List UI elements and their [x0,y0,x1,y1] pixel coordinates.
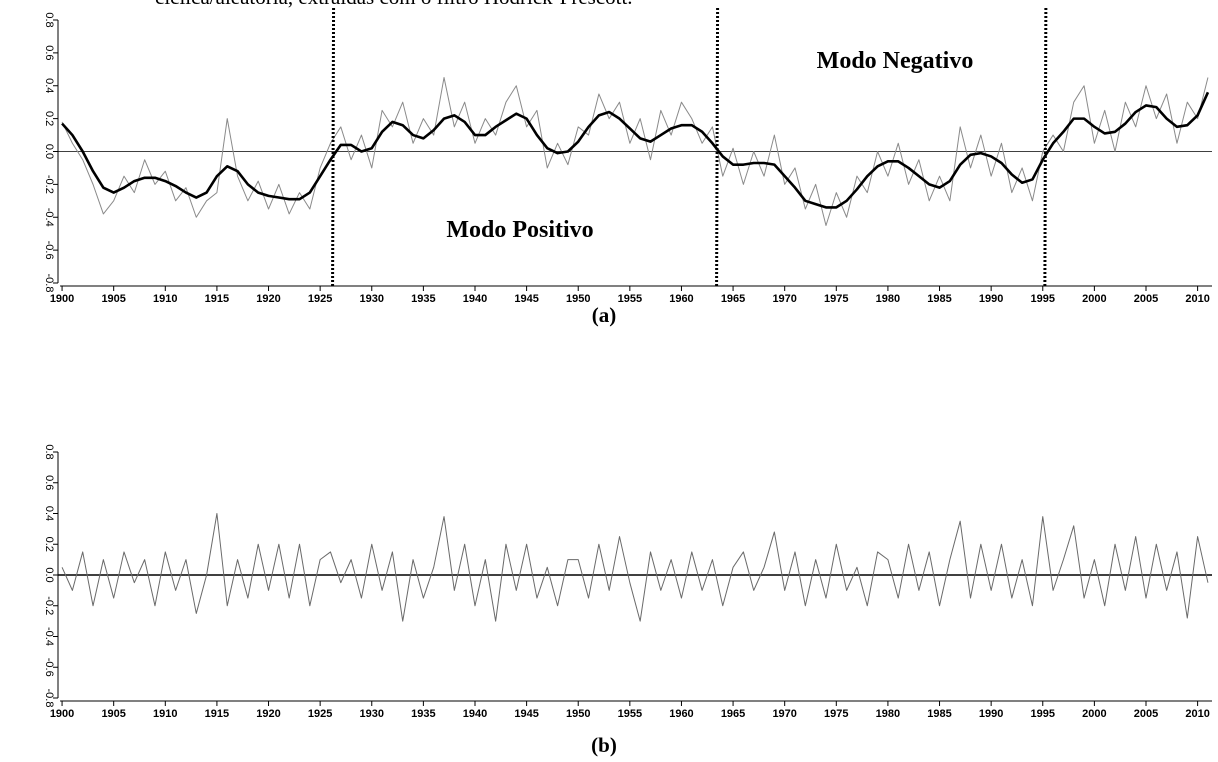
x-tick-label: 2000 [1082,708,1106,720]
x-tick-label: 1950 [566,293,590,305]
y-tick-label: -0.2 [43,596,55,615]
x-tick-label: 1960 [669,708,693,720]
y-tick-label: -0.2 [43,175,55,194]
x-tick-label: 1975 [824,708,848,720]
x-tick-label: 1925 [308,708,332,720]
x-tick-label: 1920 [256,708,280,720]
x-tick-label: 1905 [101,293,125,305]
panel-label: (a) [592,303,617,327]
x-tick-label: 1910 [153,293,177,305]
x-tick-label: 1985 [927,293,951,305]
x-tick-label: 1905 [101,708,125,720]
y-tick-label: 0.4 [43,506,55,521]
x-tick-label: 2010 [1185,293,1209,305]
y-tick-label: 0.2 [43,111,55,126]
y-tick-label: -0.6 [43,658,55,677]
x-tick-label: 1995 [1031,293,1055,305]
y-tick-label: -0.4 [43,627,55,646]
x-tick-label: 1975 [824,293,848,305]
x-tick-label: 2005 [1134,293,1158,305]
x-tick-label: 2005 [1134,708,1158,720]
y-tick-label: 0.4 [43,78,55,93]
x-tick-label: 1965 [721,708,745,720]
x-tick-label: 1935 [411,293,435,305]
y-tick-label: -0.8 [43,274,55,293]
x-tick-label: 1970 [772,708,796,720]
y-tick-label: 0.6 [43,475,55,490]
caption: cíclica/aleatória, extraídas com o filtr… [155,0,633,9]
x-tick-label: 1930 [360,293,384,305]
x-tick-label: 1980 [876,708,900,720]
y-tick-label: 0.8 [43,444,55,459]
x-tick-label: 1990 [979,293,1003,305]
x-tick-label: 1925 [308,293,332,305]
data-line [61,513,1209,622]
x-tick-label: 1935 [411,708,435,720]
y-tick-label: 0.0 [43,567,55,582]
x-tick-label: 1920 [256,293,280,305]
y-tick-label: 0.2 [43,537,55,552]
x-tick-label: 1970 [772,293,796,305]
x-tick-label: 1900 [50,708,74,720]
x-tick-label: 1940 [463,293,487,305]
y-tick-label: -0.8 [43,689,55,708]
x-tick-label: 1915 [205,293,229,305]
x-tick-label: 1950 [566,708,590,720]
x-tick-label: 1915 [205,708,229,720]
x-tick-label: 1985 [927,708,951,720]
x-tick-label: 1940 [463,708,487,720]
y-tick-label: 0.6 [43,45,55,60]
x-tick-label: 1960 [669,293,693,305]
x-tick-label: 1945 [514,708,538,720]
x-tick-label: 2000 [1082,293,1106,305]
x-tick-label: 2010 [1185,708,1209,720]
panel-label: (b) [591,733,617,757]
x-tick-label: 1945 [514,293,538,305]
x-tick-label: 1965 [721,293,745,305]
x-tick-label: 1930 [360,708,384,720]
y-tick-label: 0.8 [43,12,55,27]
x-tick-label: 1900 [50,293,74,305]
annotation: Modo Positivo [446,217,593,243]
x-tick-label: 1955 [618,293,642,305]
y-tick-label: -0.6 [43,241,55,260]
y-tick-label: -0.4 [43,208,55,227]
x-tick-label: 1910 [153,708,177,720]
regime-divider [331,7,336,287]
x-tick-label: 1990 [979,708,1003,720]
x-tick-label: 1955 [618,708,642,720]
x-tick-label: 1995 [1031,708,1055,720]
data-line [61,91,1210,209]
annotation: Modo Negativo [817,48,974,74]
y-tick-label: 0.0 [43,144,55,159]
x-tick-label: 1980 [876,293,900,305]
